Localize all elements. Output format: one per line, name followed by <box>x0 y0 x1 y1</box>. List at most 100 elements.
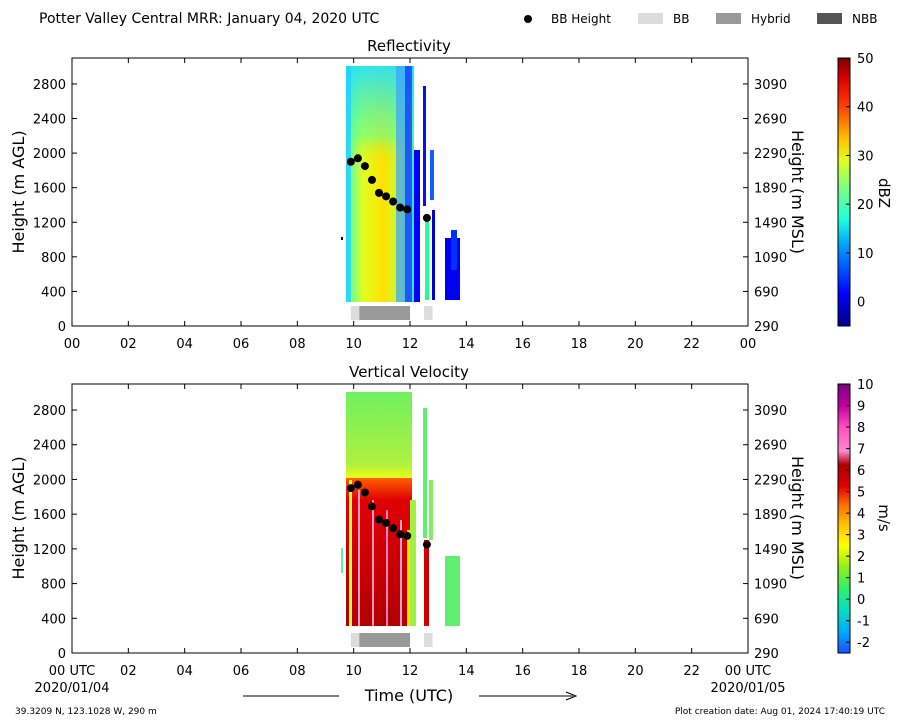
data-field <box>432 210 435 300</box>
data-field <box>341 237 343 240</box>
velocity-data <box>341 392 460 626</box>
bb-height-point <box>396 530 405 539</box>
y2-tick-label: 2690 <box>754 439 787 454</box>
y-tick-label: 2000 <box>33 473 66 488</box>
x-tick-label: 16 <box>514 664 531 679</box>
x-tick-label: 10 <box>345 337 362 352</box>
colorbar-tick-label: 40 <box>857 101 874 116</box>
colorbar-gradient <box>837 383 851 654</box>
data-field <box>346 392 412 482</box>
y2-tick-label: 290 <box>754 647 779 662</box>
colorbar-tick-label: 30 <box>857 149 874 164</box>
legend-swatch <box>638 13 663 24</box>
bb-height-point <box>422 213 431 222</box>
y2-tick-label: 3090 <box>754 404 787 419</box>
creation-date: Plot creation date: Aug 01, 2024 17:40:1… <box>675 707 885 717</box>
y-tick-label: 1600 <box>33 182 66 197</box>
y-tick-label: 2800 <box>33 78 66 93</box>
x-tick-label: 20 <box>627 664 644 679</box>
bb-height-point <box>353 480 362 489</box>
x-tick-label: 04 <box>176 664 193 679</box>
colorbar-tick-label: 9 <box>857 400 865 415</box>
y2-tick-label: 1890 <box>754 182 787 197</box>
x-tick-label: 22 <box>683 664 700 679</box>
colorbar-tick-label: 6 <box>857 464 865 479</box>
header-legend: BB Height BB Hybrid NBB <box>524 12 877 26</box>
y2-tick-label: 1490 <box>754 216 787 231</box>
x-tick-label: 10 <box>345 664 362 679</box>
x-tick-label: 14 <box>458 337 475 352</box>
colorbar-tick-label: 0 <box>857 593 865 608</box>
bb-height-point <box>346 157 355 166</box>
legend-swatch <box>716 13 741 24</box>
y-tick-label: 2800 <box>33 404 66 419</box>
data-field <box>405 66 412 302</box>
data-field <box>423 408 427 538</box>
data-field <box>424 540 429 626</box>
data-field <box>372 500 374 626</box>
bb-height-point <box>403 205 412 214</box>
colorbar-tick-label: -1 <box>857 615 870 630</box>
bb-height-point <box>360 488 369 497</box>
reflectivity-panel: Reflectivity 00 02 04 06 08 10 12 14 16 18 20 22 000… <box>9 37 807 352</box>
bb-height-point <box>375 188 384 197</box>
data-field <box>451 230 457 270</box>
x-tick-label: 20 <box>627 337 644 352</box>
bb-height-point <box>389 197 398 206</box>
y-tick-label: 400 <box>41 285 66 300</box>
x-tick-label: 00 UTC <box>725 664 771 679</box>
x-tick-label: 02 <box>120 337 137 352</box>
x-tick-label: 06 <box>233 664 250 679</box>
y-tick-label: 1200 <box>33 543 66 558</box>
data-field <box>346 478 412 626</box>
bb-class-bar <box>350 633 360 647</box>
y-tick-label: 0 <box>58 647 66 662</box>
x-tick-label: 08 <box>289 664 306 679</box>
y-tick-label: 2000 <box>33 147 66 162</box>
data-field <box>423 86 426 206</box>
x-tick-label: 00 UTC <box>49 664 95 679</box>
colorbar-tick-label: 10 <box>857 247 874 262</box>
reflectivity-data <box>341 66 460 302</box>
vertical-velocity-panel: Vertical Velocity 00 UTC 02 04 06 08 10 12 14 16… <box>9 363 807 679</box>
y2-tick-label: 2690 <box>754 113 787 128</box>
bb-height-point <box>375 515 384 524</box>
colorbar-label: dBZ <box>875 178 893 208</box>
reflectivity-colorbar: dBZ 0 10 20 30 40 50 <box>837 52 893 327</box>
location-label: 39.3209 N, 123.1028 W, 290 m <box>15 707 157 717</box>
colorbar-gradient <box>837 57 851 327</box>
bb-class-bar <box>359 306 410 320</box>
arrow-head <box>565 691 578 701</box>
bb-height-point <box>367 502 376 511</box>
data-field <box>346 66 351 302</box>
x-tick-label: 14 <box>458 664 475 679</box>
bb-class-bar <box>359 633 410 647</box>
y-tick-label: 800 <box>41 251 66 266</box>
y2-tick-label: 2290 <box>754 473 787 488</box>
y-tick-label: 800 <box>41 578 66 593</box>
data-field <box>407 530 412 626</box>
legend-swatch <box>817 13 842 24</box>
y2-tick-label: 690 <box>754 612 779 627</box>
x-tick-label: 12 <box>402 664 419 679</box>
y2-tick-label: 1890 <box>754 508 787 523</box>
x-tick-label: 04 <box>176 337 193 352</box>
y2-tick-label: 1490 <box>754 543 787 558</box>
data-field <box>349 480 352 626</box>
end-date: 2020/01/05 <box>711 681 786 696</box>
y-tick-label: 0 <box>58 320 66 335</box>
data-field <box>400 520 402 626</box>
bb-class-bar <box>424 633 433 647</box>
colorbar-tick-label: 50 <box>857 52 874 67</box>
bb-height-point <box>346 484 355 493</box>
legend-label: BB Height <box>551 12 611 26</box>
y-tick-label: 1200 <box>33 216 66 231</box>
legend-label: BB <box>673 12 689 26</box>
y2-tick-label: 690 <box>754 285 779 300</box>
y2-tick-label: 1090 <box>754 578 787 593</box>
bb-height-point <box>403 531 412 540</box>
legend-label: NBB <box>852 12 877 26</box>
x-tick-label: 12 <box>402 337 419 352</box>
y-axis-label: Height (m AGL) <box>9 130 28 253</box>
x-tick-label: 16 <box>514 337 531 352</box>
